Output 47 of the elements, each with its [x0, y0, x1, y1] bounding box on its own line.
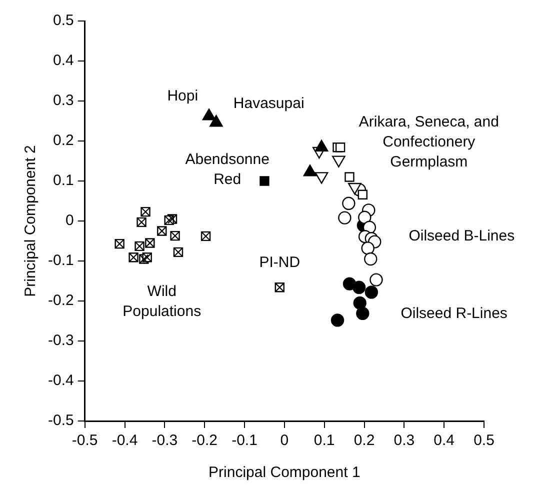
x-tick-label: -0.1: [232, 432, 258, 450]
point: [364, 286, 378, 299]
point: [344, 172, 354, 182]
annotation: PI-ND: [259, 254, 300, 272]
point: [330, 314, 344, 327]
y-tick-label: -0.5: [48, 412, 74, 430]
point: [342, 196, 356, 210]
y-tick-label: -0.2: [48, 292, 74, 310]
point: [356, 306, 370, 320]
x-tick-label: 0.5: [474, 432, 494, 450]
y-tick-label: -0.1: [48, 252, 74, 270]
x-tick-label: -0.3: [152, 432, 178, 450]
point: [364, 252, 378, 266]
annotation: Abendsonne Red: [185, 150, 270, 188]
y-tick-label: 0: [66, 212, 74, 230]
annotation: Oilseed R-Lines: [400, 304, 508, 322]
x-tick-label: -0.2: [192, 432, 218, 450]
point: [361, 242, 374, 255]
y-tick-label: 0.3: [52, 92, 74, 110]
x-tick-label: 0: [280, 432, 289, 450]
y-tick-label: -0.3: [48, 332, 74, 350]
y-tick-label: -0.4: [48, 372, 74, 390]
x-tick-label: 0.4: [434, 432, 455, 450]
y-tick-label: 0.2: [52, 132, 74, 150]
y-axis-title: Principal Component 2: [22, 145, 40, 297]
point: [370, 273, 383, 286]
point: [335, 142, 346, 152]
annotation: Havasupai: [233, 94, 304, 112]
point: [358, 190, 368, 200]
point: [353, 296, 366, 310]
y-tick-label: 0.1: [52, 172, 74, 190]
annotation: Arikara, Seneca, and Confectionery Germplasm: [358, 114, 499, 171]
x-tick-label: -0.4: [112, 432, 138, 450]
y-tick-label: 0.5: [52, 12, 74, 30]
annotation: Oilseed B-Lines: [408, 228, 515, 245]
x-axis-title: Principal Component 1: [208, 464, 360, 482]
x-tick-label: 0.1: [314, 432, 335, 450]
point: [358, 210, 372, 224]
x-tick-label: -0.5: [72, 432, 98, 450]
point: [352, 280, 366, 294]
y-tick-label: 0.4: [52, 52, 74, 70]
point: [260, 176, 270, 186]
annotation: Hopi: [167, 87, 198, 104]
annotation: Wild Populations: [122, 282, 202, 320]
point: [338, 211, 352, 224]
x-tick-label: 0.3: [394, 432, 415, 450]
x-tick-label: 0.2: [354, 432, 375, 450]
